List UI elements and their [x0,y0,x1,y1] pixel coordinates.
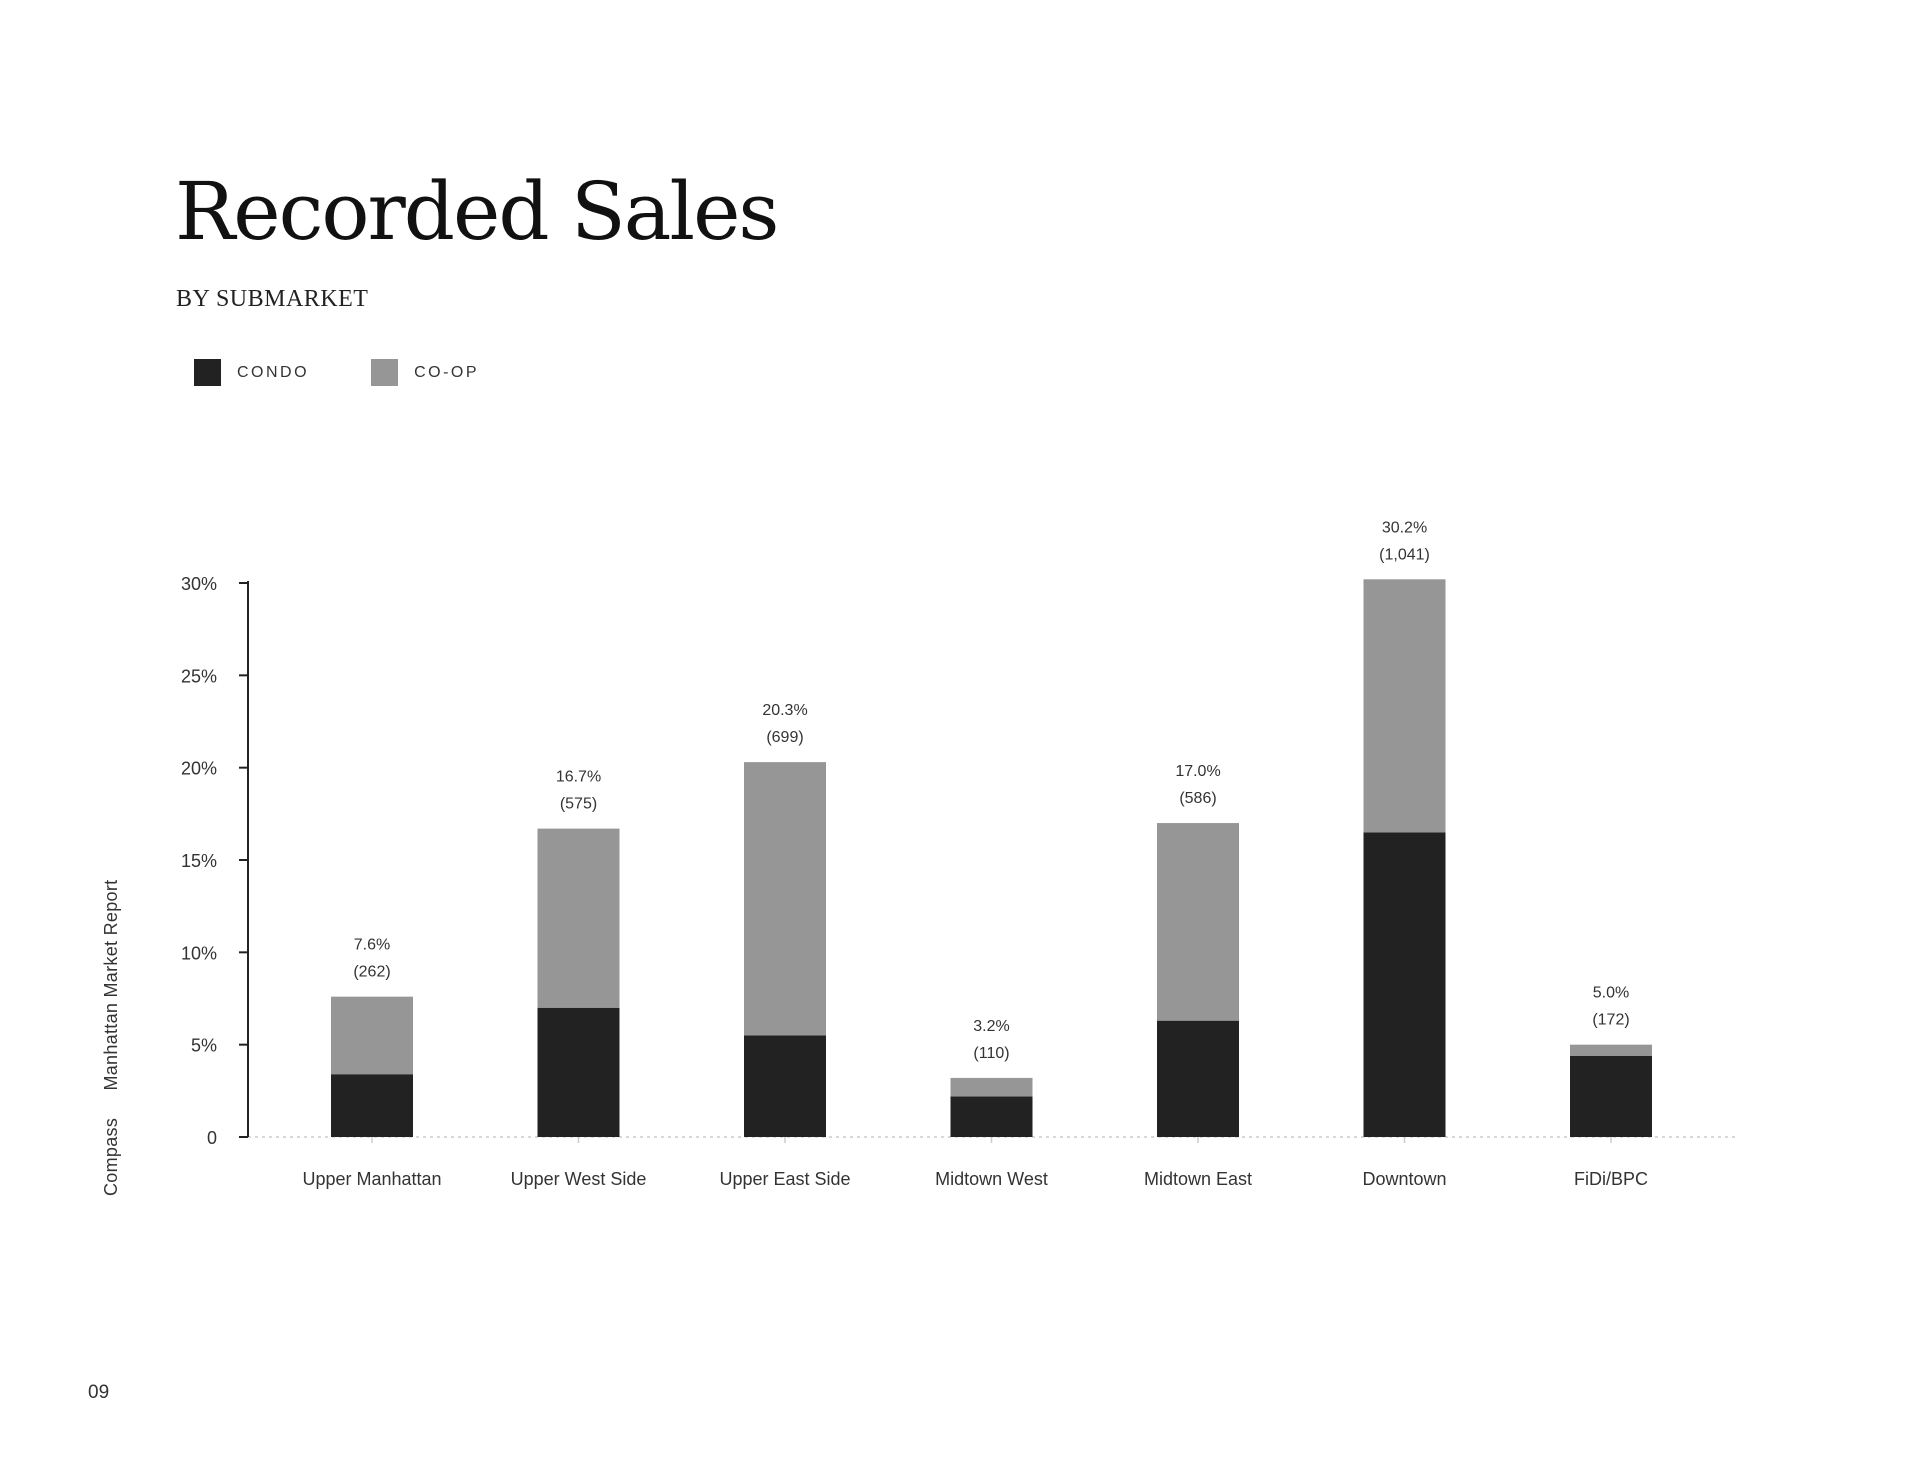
bar-segment-coop [1363,579,1446,833]
x-category-label: Midtown East [1144,1169,1252,1189]
bar-segment-coop [537,828,620,1008]
page-title: Recorded Sales [175,165,779,258]
page-number: 09 [88,1382,110,1403]
bar-segment-condo [331,1074,413,1137]
bar-segment-condo [1570,1055,1652,1137]
page-subtitle: BY SUBMARKET [176,286,369,312]
bar-count-label: (586) [1179,790,1216,807]
bar-count-label: (1,041) [1379,546,1430,563]
y-tick-label: 0 [207,1128,217,1148]
chart-legend: CONDO CO-OP [194,359,541,386]
legend-item-coop: CO-OP [371,359,479,386]
bar-segment-coop [1157,823,1239,1021]
side-report-title: Manhattan Market Report [101,879,121,1091]
y-tick-label: 25% [181,666,217,686]
bar-count-label: (172) [1592,1012,1629,1029]
x-category-label: Upper East Side [719,1169,850,1189]
bar-total-label: 3.2% [973,1018,1009,1035]
y-tick-label: 15% [181,851,217,871]
bar-segment-condo [1363,832,1446,1137]
bar-total-label: 5.0% [1593,985,1629,1002]
bar-segment-coop [1570,1044,1652,1056]
x-category-label: Downtown [1362,1169,1446,1189]
side-caption: Compass Manhattan Market Report [101,880,122,1196]
bar-count-label: (110) [973,1045,1009,1062]
x-category-label: Upper West Side [511,1169,647,1189]
legend-label-coop: CO-OP [414,363,480,381]
bar-total-label: 20.3% [762,702,807,719]
bar-segment-condo [537,1007,620,1137]
bar-total-label: 30.2% [1382,519,1427,536]
legend-swatch-condo [194,359,221,386]
bar-count-label: (699) [766,729,803,746]
bar-count-label: (575) [560,796,597,813]
bar-segment-coop [331,996,413,1075]
legend-swatch-coop [371,359,399,386]
bar-segment-condo [744,1035,826,1137]
bar-total-label: 17.0% [1175,763,1220,780]
bar-total-label: 16.7% [556,769,601,786]
x-category-label: FiDi/BPC [1574,1169,1648,1189]
bar-segment-coop [744,762,826,1036]
y-tick-label: 5% [191,1036,217,1056]
bar-count-label: (262) [353,964,390,981]
bar-total-label: 7.6% [354,937,390,954]
x-category-label: Upper Manhattan [302,1169,441,1189]
legend-label-condo: CONDO [237,363,310,381]
side-brand: Compass [101,1117,121,1196]
legend-item-condo: CONDO [194,359,309,386]
y-tick-label: 20% [181,759,217,779]
bar-segment-condo [1157,1020,1239,1137]
x-category-label: Midtown West [935,1169,1048,1189]
y-tick-label: 30% [181,574,217,594]
bar-segment-condo [950,1096,1033,1137]
bar-segment-coop [950,1077,1033,1097]
y-tick-label: 10% [181,943,217,963]
